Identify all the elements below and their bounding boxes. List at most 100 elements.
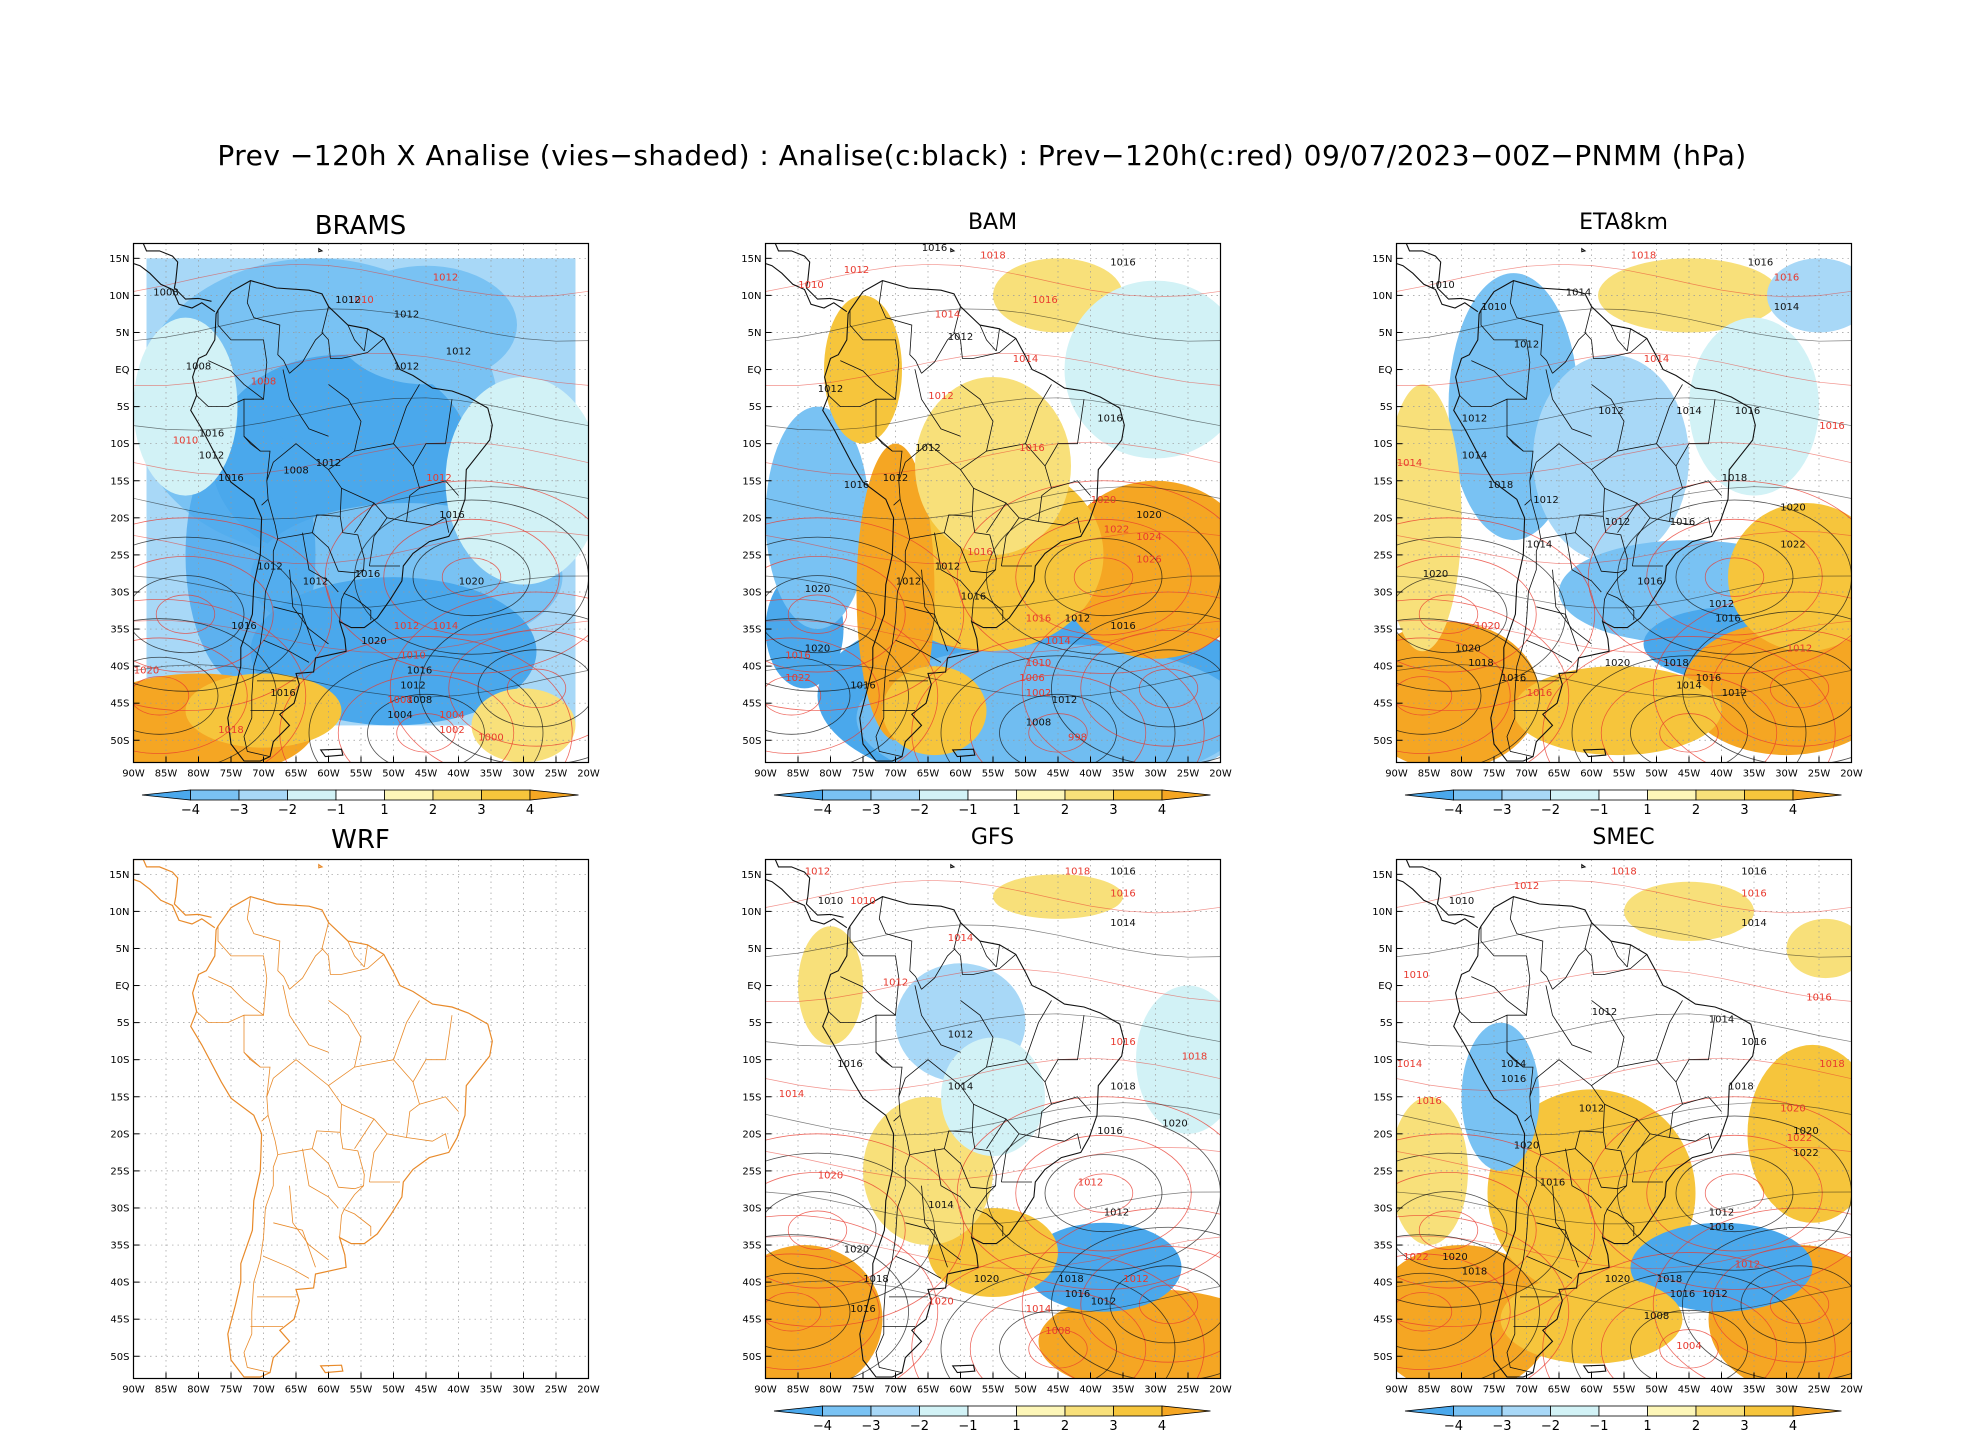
colorbar-swatch (141, 789, 191, 801)
contour-label: 1004 (387, 710, 412, 721)
colorbar-swatch (1113, 789, 1163, 801)
lat-tick-label: 15N (741, 254, 761, 265)
colorbar-swatch (1161, 1405, 1211, 1417)
colorbar-label: 3 (477, 803, 485, 818)
lon-tick-label: 60W (317, 769, 340, 780)
lon-tick-label: 30W (1144, 769, 1167, 780)
lon-tick-label: 40W (447, 1385, 470, 1396)
colorbar-swatch (1064, 789, 1114, 801)
lat-tick-label: 5N (116, 328, 130, 339)
lat-tick-label: EQ (747, 365, 761, 376)
lat-tick-label: 15S (1373, 476, 1392, 487)
contour-label: 1012 (257, 562, 282, 573)
country-borders (828, 280, 1091, 757)
lat-tick-label: 40S (742, 662, 761, 673)
contour-label: 1012 (433, 273, 458, 284)
lat-tick-label: 20S (1373, 513, 1392, 524)
contour-label: 1014 (948, 1081, 973, 1092)
contour-label: 1016 (199, 428, 224, 439)
contour-label: 1016 (922, 243, 947, 254)
contour-label: 1016 (1670, 1289, 1695, 1300)
contour-label: 1014 (928, 1200, 953, 1211)
lat-tick-label: 30S (110, 1203, 129, 1214)
contour-label: 1020 (1091, 495, 1116, 506)
lon-tick-label: 90W (1385, 1385, 1408, 1396)
contour-label: 1012 (1052, 695, 1077, 706)
contour-label: 1016 (1501, 673, 1526, 684)
colorbar-swatch (1113, 1405, 1163, 1417)
lon-tick-label: 45W (1678, 1385, 1701, 1396)
contour-label: 1012 (199, 451, 224, 462)
contour-label: 1012 (1533, 495, 1558, 506)
contour-label: 1008 (251, 376, 276, 387)
lon-tick-label: 55W (350, 769, 373, 780)
lat-tick-label: 10S (1373, 439, 1392, 450)
colorbar-brams: −4 −3 −2 −1 1 2 3 4 (141, 789, 579, 818)
contour-label: 1020 (1605, 658, 1630, 669)
lon-tick-label: 80W (1450, 1385, 1473, 1396)
colorbar-label: 3 (1109, 803, 1117, 818)
contour-label: 1002 (439, 725, 464, 736)
contour-label: 1016 (355, 569, 380, 580)
contour-label: 1020 (1423, 569, 1448, 580)
lat-tick-label: 5N (748, 328, 762, 339)
lon-tick-label: 25W (545, 769, 568, 780)
lon-tick-label: 50W (382, 1385, 405, 1396)
lon-tick-label: 30W (512, 1385, 535, 1396)
contour-label: 1014 (1644, 354, 1669, 365)
contour-label: 1016 (844, 480, 869, 491)
pressure-contours (133, 263, 589, 763)
colorbar-label: 1 (1012, 1419, 1020, 1434)
lat-tick-label: 10S (742, 439, 761, 450)
pressure-contours (765, 263, 1221, 763)
lat-tick-label: 25S (1373, 550, 1392, 561)
contour-label: 1012 (1787, 643, 1812, 654)
contour-label: 1012 (426, 473, 451, 484)
contour-label: 1010 (173, 436, 198, 447)
lon-tick-label: 30W (512, 769, 535, 780)
colorbar-swatch (1404, 1405, 1454, 1417)
lon-tick-label: 80W (1450, 769, 1473, 780)
contour-label: 1016 (1110, 1037, 1135, 1048)
lat-tick-label: 50S (742, 1352, 761, 1363)
lon-tick-label: 60W (949, 769, 972, 780)
contour-label: 1014 (1110, 918, 1135, 929)
contour-label: 1018 (863, 1274, 888, 1285)
lat-tick-label: 40S (110, 1278, 129, 1289)
contour-label: 1016 (1540, 1178, 1565, 1189)
lon-tick-label: 20W (1840, 1385, 1863, 1396)
contour-label: 1016 (1819, 421, 1844, 432)
lat-tick-label: 30S (110, 587, 129, 598)
panel-title-bam: BAM (967, 210, 1018, 235)
lon-tick-label: 85W (155, 769, 178, 780)
contour-label: 1018 (1065, 866, 1090, 877)
colorbar-swatch (1453, 789, 1503, 801)
contour-label: 1012 (400, 680, 425, 691)
lon-tick-label: 55W (350, 1385, 373, 1396)
lat-tick-label: 35S (742, 625, 761, 636)
lon-tick-label: 75W (1483, 769, 1506, 780)
contour-label: 1008 (153, 287, 178, 298)
contour-label: 1016 (1715, 614, 1740, 625)
colorbar-label: −2 (1541, 803, 1560, 818)
contour-label: 1012 (1104, 1207, 1129, 1218)
contour-label: 1012 (1123, 1274, 1148, 1285)
colorbar-swatch (1501, 789, 1551, 801)
lat-tick-label: 5S (749, 402, 762, 413)
contour-label: 1014 (948, 933, 973, 944)
lon-tick-label: 40W (1079, 1385, 1102, 1396)
contour-label: 1016 (1032, 295, 1057, 306)
lon-tick-label: 20W (1209, 769, 1232, 780)
lon-tick-label: 50W (1645, 1385, 1668, 1396)
contour-label: 1012 (1091, 1296, 1116, 1307)
lon-tick-label: 75W (1483, 1385, 1506, 1396)
colorbar-label: 3 (1740, 803, 1748, 818)
country-borders (1459, 896, 1722, 1373)
contour-label: 1018 (1819, 1059, 1844, 1070)
contour-label: 1018 (1657, 1274, 1682, 1285)
lon-tick-label: 30W (1775, 1385, 1798, 1396)
contour-label: 1016 (407, 666, 432, 677)
contour-label: 1016 (967, 547, 992, 558)
contour-label: 1012 (394, 621, 419, 632)
contour-label: 1012 (915, 443, 940, 454)
